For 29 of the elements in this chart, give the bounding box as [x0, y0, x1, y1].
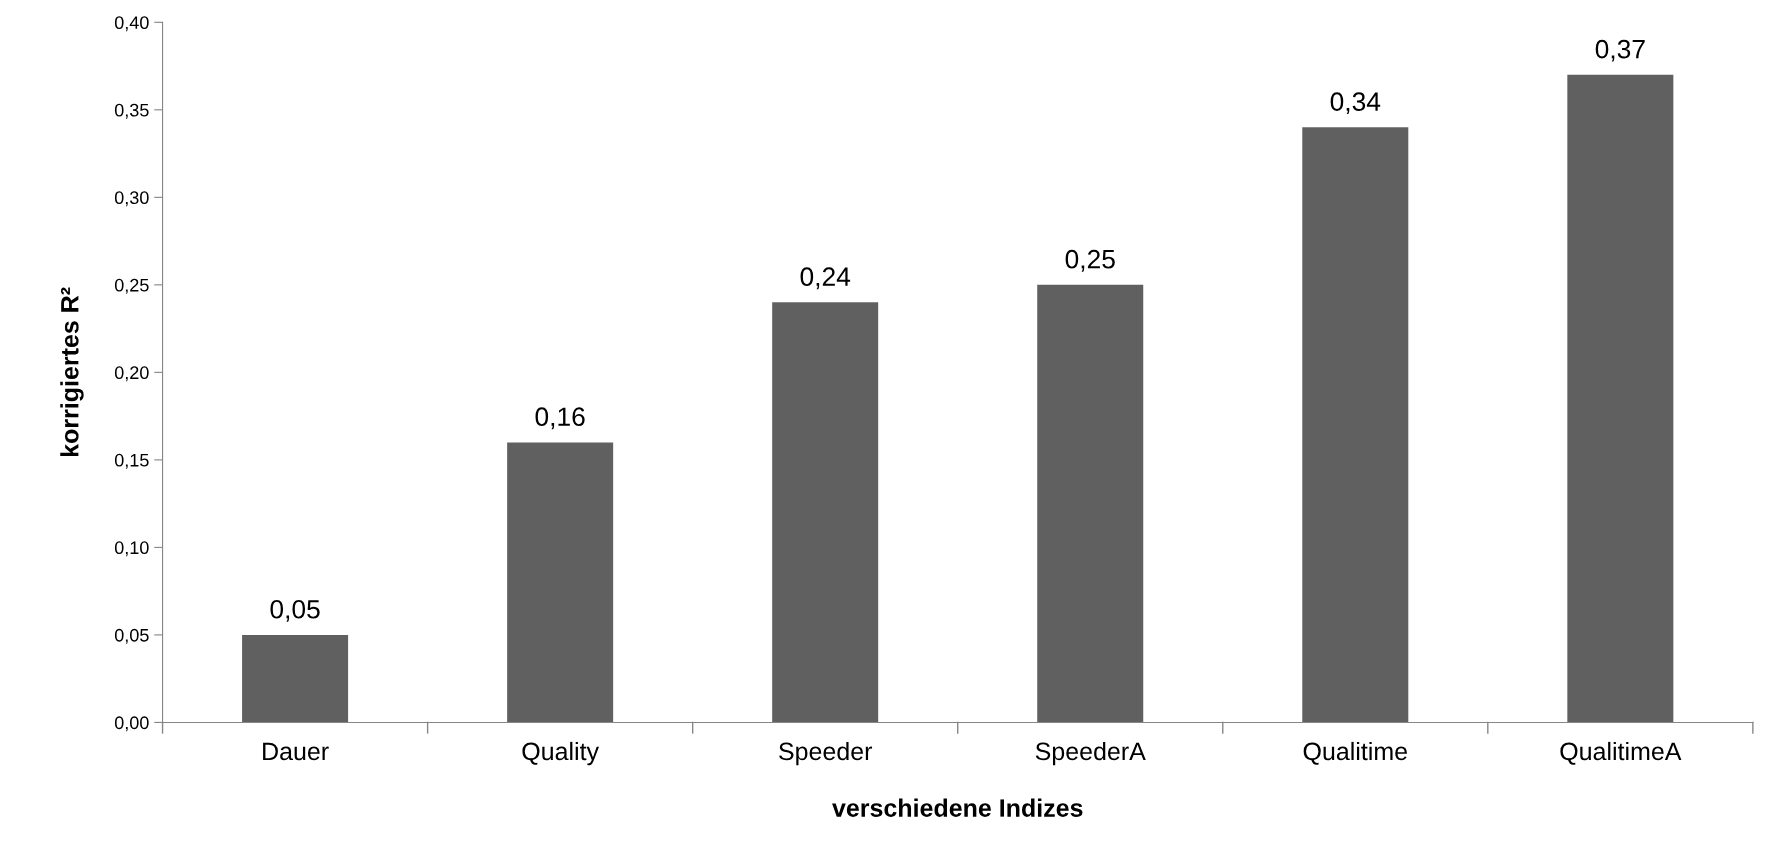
data-label: 0,24	[800, 267, 851, 290]
data-label: 0,16	[535, 407, 585, 430]
x-tick-label: QualitimeA	[1560, 741, 1682, 765]
data-label: 0,37	[1595, 39, 1645, 62]
bar	[772, 302, 879, 723]
data-label: 0,05	[270, 599, 320, 622]
x-tick-label: SpeederA	[1035, 741, 1146, 766]
y-tick-label: 0,30	[114, 191, 149, 207]
y-tick-label: 0,35	[114, 103, 149, 119]
data-label: 0,25	[1065, 249, 1115, 272]
x-tick-label: Qualitime	[1303, 741, 1407, 765]
y-tick-label: 0,25	[114, 278, 149, 294]
x-tick-label: Speeder	[779, 741, 873, 766]
x-tick-label: Dauer	[263, 742, 329, 761]
bar	[242, 634, 349, 723]
bar	[1302, 127, 1409, 723]
data-label: 0,34	[1330, 92, 1381, 115]
y-tick-label: 0,15	[114, 453, 149, 469]
x-axis-title: verschiedene Indizes	[832, 798, 1083, 817]
y-tick-label: 0,00	[114, 716, 149, 732]
y-axis-title: korrigiertes R²	[60, 287, 84, 457]
y-tick-label: 0,10	[114, 541, 149, 557]
y-tick-label: 0,40	[114, 16, 149, 32]
y-tick-label: 0,20	[114, 366, 149, 382]
bar	[1037, 284, 1144, 723]
bar	[1567, 74, 1674, 723]
y-tick-label: 0,05	[114, 628, 149, 644]
x-tick-label: Quality	[522, 741, 599, 766]
bar	[507, 442, 614, 723]
